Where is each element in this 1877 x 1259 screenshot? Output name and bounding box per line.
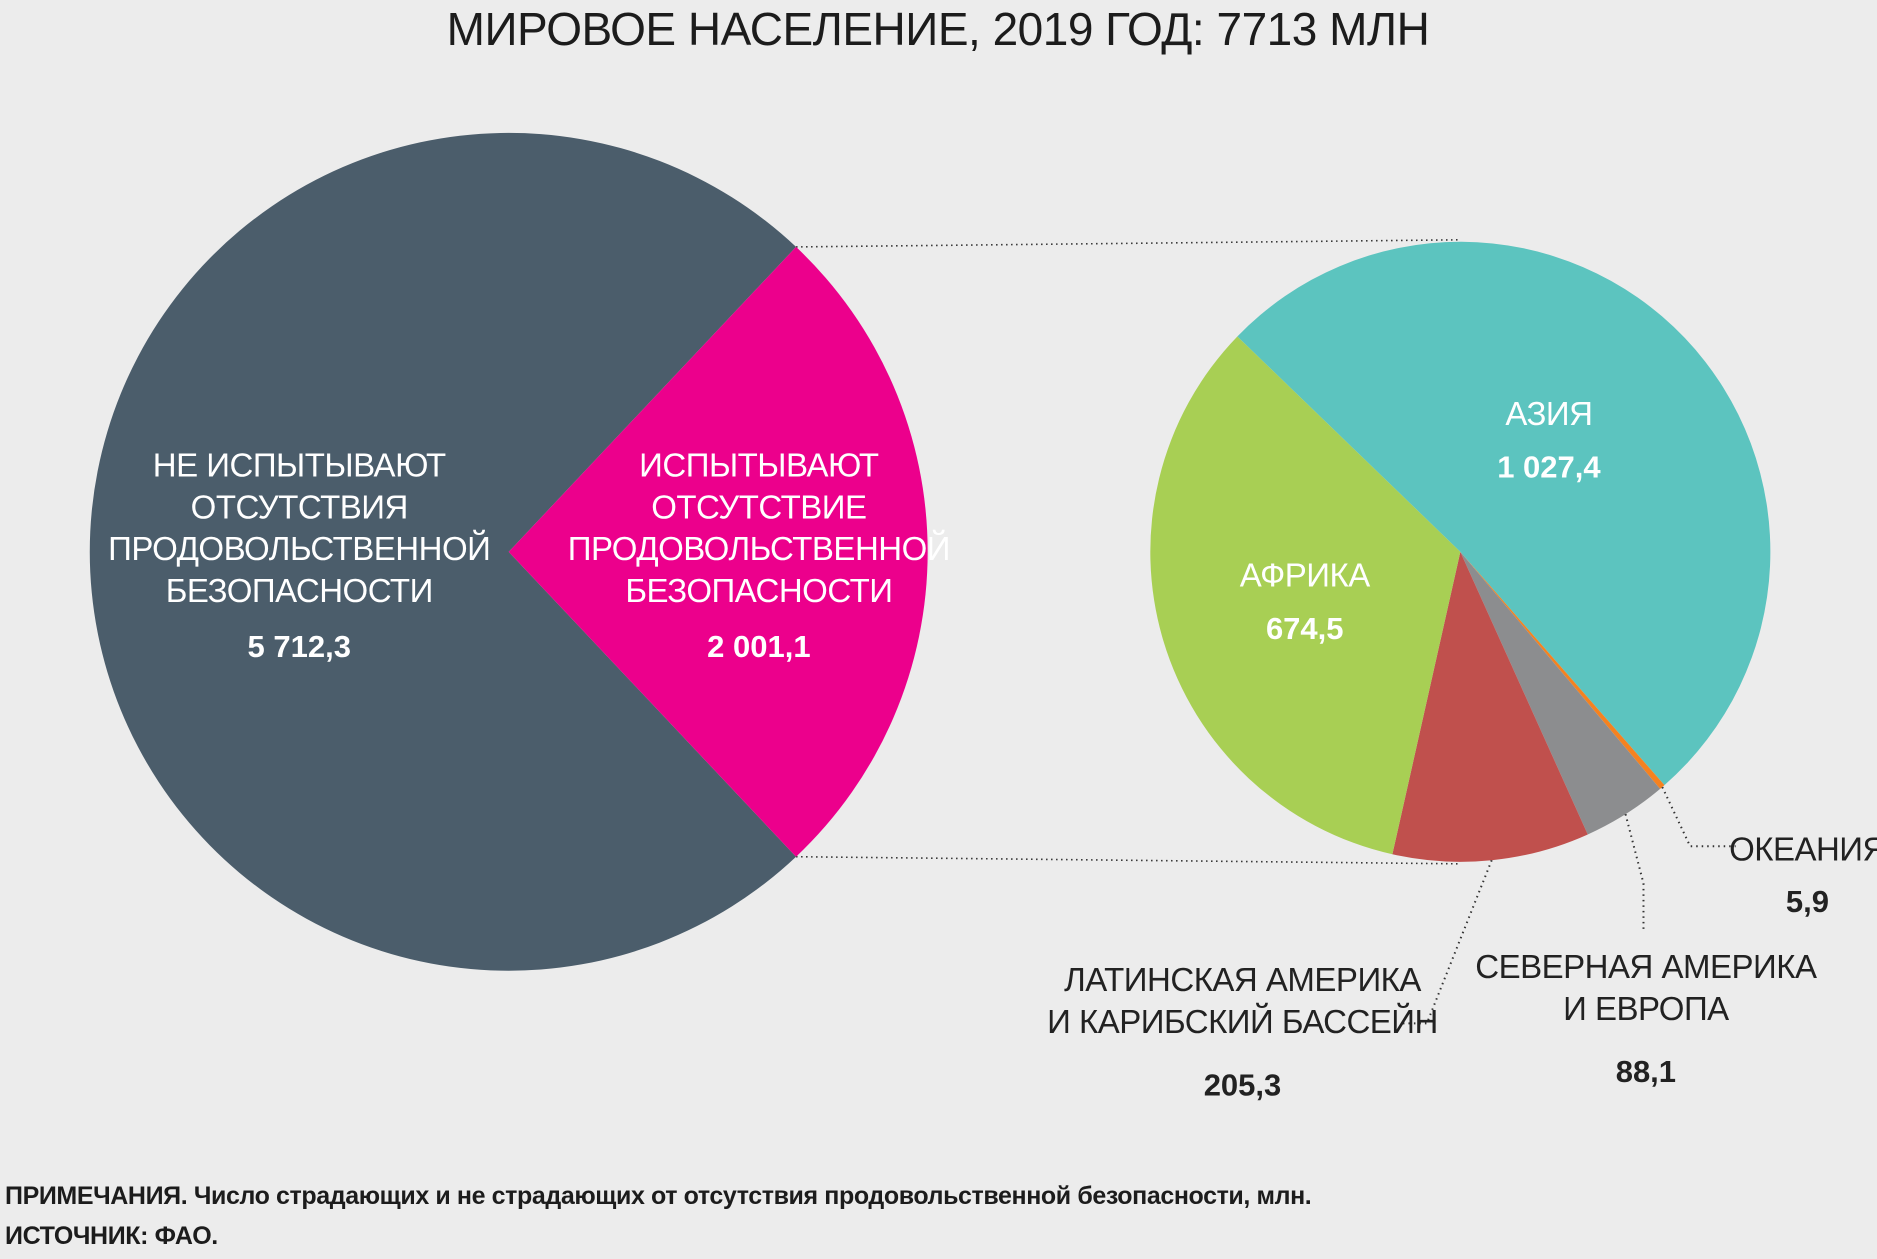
- oceania-label-line: ОКЕАНИЯ: [1729, 831, 1877, 868]
- slice-latam: [1392, 551, 1588, 862]
- slice-oceania: [1460, 551, 1665, 789]
- asia-value: 1 027,4: [1497, 450, 1601, 485]
- africa-value: 674,5: [1266, 611, 1344, 646]
- latam-label-line: ЛАТИНСКАЯ АМЕРИКА: [1064, 961, 1421, 998]
- affected-label-line: БЕЗОПАСНОСТИ: [625, 572, 892, 609]
- affected-label-line: ОТСУТСТВИЕ: [651, 488, 866, 525]
- not-affected-label-line: НЕ ИСПЫТЫВАЮТ: [153, 446, 446, 483]
- na-europe-value: 88,1: [1616, 1054, 1676, 1089]
- affected-label-line: ИСПЫТЫВАЮТ: [639, 446, 879, 483]
- connector-bottom: [796, 855, 1461, 865]
- affected-label-line: ПРОДОВОЛЬСТВЕННОЙ: [568, 530, 950, 567]
- world-population-pie: [89, 132, 928, 971]
- chart-notes: ПРИМЕЧАНИЯ. Число страдающих и не страда…: [5, 1182, 1312, 1210]
- leader-latam: [1402, 859, 1493, 1025]
- oceania-value: 5,9: [1786, 884, 1829, 919]
- regional-breakdown-pie: [1150, 241, 1771, 862]
- not-affected-label-line: ОТСУТСТВИЯ: [191, 488, 408, 525]
- not-affected-value: 5 712,3: [248, 629, 351, 664]
- not-affected-label-line: ПРОДОВОЛЬСТВЕННОЙ: [108, 530, 490, 567]
- latam-value: 205,3: [1204, 1067, 1282, 1102]
- asia-label-line: АЗИЯ: [1505, 395, 1592, 432]
- na-europe-label-line: СЕВЕРНАЯ АМЕРИКА: [1475, 948, 1817, 985]
- leader-lines: [1402, 786, 1736, 1025]
- zoom-connectors: [796, 238, 1461, 865]
- not-affected-label-line: БЕЗОПАСНОСТИ: [166, 572, 433, 609]
- na-europe-label-line: И ЕВРОПА: [1563, 990, 1729, 1027]
- chart-source: ИСТОЧНИК: ФАО.: [5, 1222, 218, 1250]
- slice-asia: [1237, 241, 1771, 786]
- chart-title: МИРОВОЕ НАСЕЛЕНИЕ, 2019 ГОД: 7713 МЛН: [447, 3, 1430, 55]
- slice-affected: [508, 246, 928, 857]
- leader-na-europe: [1624, 813, 1645, 929]
- slice-not-affected: [89, 132, 797, 971]
- slice-labels: НЕ ИСПЫТЫВАЮТ ОТСУТСТВИЯ ПРОДОВОЛЬСТВЕННОЙ…: [108, 395, 1877, 1102]
- leader-oceania: [1661, 786, 1736, 848]
- slice-africa: [1150, 336, 1461, 855]
- africa-label-line: АФРИКА: [1240, 557, 1370, 594]
- latam-label-line: И КАРИБСКИЙ БАССЕЙН: [1047, 1003, 1438, 1040]
- affected-value: 2 001,1: [707, 629, 810, 664]
- slice-na_europe: [1460, 551, 1661, 835]
- connector-top: [796, 238, 1461, 248]
